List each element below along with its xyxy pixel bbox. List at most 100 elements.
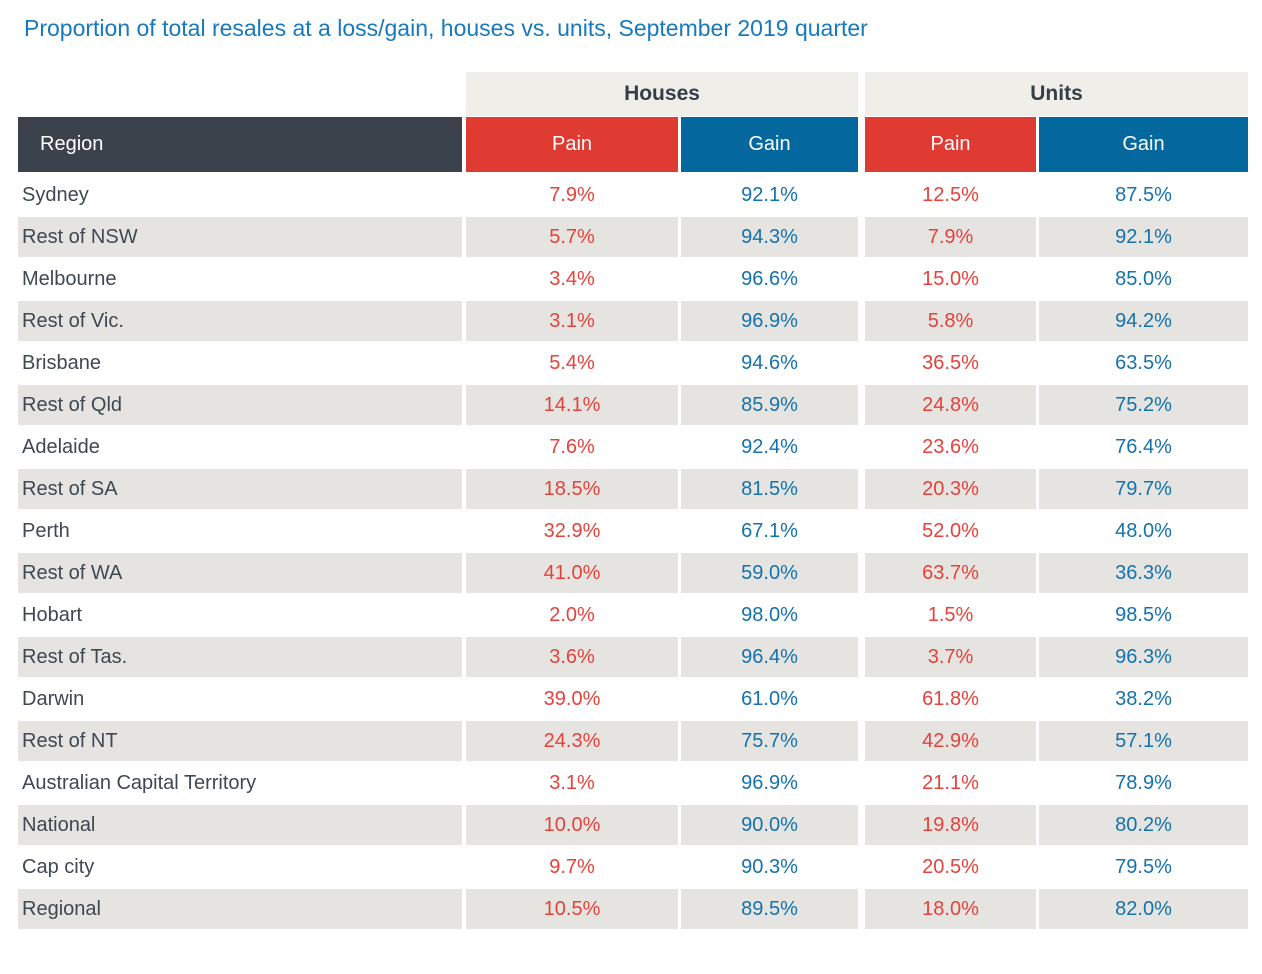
group-header-row: Houses Units bbox=[18, 72, 1248, 116]
houses-pain-cell: 5.4% bbox=[549, 351, 595, 374]
houses-gain-cell: 96.9% bbox=[741, 771, 798, 794]
units-gain-cell: 96.3% bbox=[1039, 637, 1248, 677]
region-cell: Darwin bbox=[22, 687, 85, 710]
table-row: Australian Capital Territory 3.1% 96.9% 21.… bbox=[18, 763, 1248, 803]
houses-gain-cell: 94.6% bbox=[741, 351, 798, 374]
region-cell: Rest of NT bbox=[18, 721, 462, 761]
units-gain-cell: 75.2% bbox=[1039, 385, 1248, 425]
region-cell: Australian Capital Territory bbox=[22, 771, 257, 794]
houses-gain-cell: 90.3% bbox=[741, 855, 798, 878]
units-gain-cell: 57.1% bbox=[1039, 721, 1248, 761]
region-cell: Rest of Qld bbox=[18, 385, 462, 425]
houses-gain-cell: 96.4% bbox=[681, 637, 858, 677]
resales-table: Houses Units Region Pain Gain Pain Gain … bbox=[18, 72, 1262, 929]
table-row: Rest of WA 41.0% 59.0% 63.7% 36.3% bbox=[18, 553, 1248, 593]
units-pain-cell: 24.8% bbox=[865, 385, 1036, 425]
units-pain-cell: 23.6% bbox=[922, 435, 979, 458]
region-cell: Brisbane bbox=[22, 351, 101, 374]
table-row: Cap city 9.7% 90.3% 20.5% 79.5% bbox=[18, 847, 1248, 887]
houses-gain-cell: 92.4% bbox=[741, 435, 798, 458]
houses-pain-cell: 10.0% bbox=[466, 805, 678, 845]
houses-gain-cell: 75.7% bbox=[681, 721, 858, 761]
units-pain-cell: 52.0% bbox=[922, 519, 979, 542]
group-header-units: Units bbox=[865, 72, 1248, 116]
units-pain-cell: 61.8% bbox=[922, 687, 979, 710]
units-gain-cell: 98.5% bbox=[1115, 603, 1172, 626]
page-title: Proportion of total resales at a loss/ga… bbox=[24, 15, 868, 41]
column-header-row: Region Pain Gain Pain Gain bbox=[18, 117, 1248, 172]
units-gain-cell: 36.3% bbox=[1039, 553, 1248, 593]
region-cell: National bbox=[18, 805, 462, 845]
units-pain-cell: 63.7% bbox=[865, 553, 1036, 593]
houses-gain-cell: 59.0% bbox=[681, 553, 858, 593]
units-pain-cell: 12.5% bbox=[922, 183, 979, 206]
table-row: Perth 32.9% 67.1% 52.0% 48.0% bbox=[18, 511, 1248, 551]
houses-gain-cell: 89.5% bbox=[681, 889, 858, 929]
units-gain-cell: 48.0% bbox=[1115, 519, 1172, 542]
region-cell: Hobart bbox=[22, 603, 83, 626]
table-row: Regional 10.5% 89.5% 18.0% 82.0% bbox=[18, 889, 1248, 929]
region-cell: Sydney bbox=[22, 183, 89, 206]
column-header-houses-pain: Pain bbox=[466, 117, 678, 172]
houses-pain-cell: 7.6% bbox=[549, 435, 595, 458]
table-row: Melbourne 3.4% 96.6% 15.0% 85.0% bbox=[18, 259, 1248, 299]
houses-pain-cell: 3.1% bbox=[466, 301, 678, 341]
units-pain-cell: 18.0% bbox=[865, 889, 1036, 929]
houses-pain-cell: 3.4% bbox=[549, 267, 595, 290]
houses-gain-cell: 61.0% bbox=[741, 687, 798, 710]
houses-pain-cell: 5.7% bbox=[466, 217, 678, 257]
houses-pain-cell: 9.7% bbox=[549, 855, 595, 878]
region-cell: Cap city bbox=[22, 855, 95, 878]
table-row: Sydney 7.9% 92.1% 12.5% 87.5% bbox=[18, 175, 1248, 215]
report-page: Proportion of total resales at a loss/ga… bbox=[18, 15, 1262, 929]
units-pain-cell: 19.8% bbox=[865, 805, 1036, 845]
units-pain-cell: 5.8% bbox=[865, 301, 1036, 341]
houses-gain-cell: 92.1% bbox=[741, 183, 798, 206]
region-cell: Regional bbox=[18, 889, 462, 929]
table-row: Rest of NSW 5.7% 94.3% 7.9% 92.1% bbox=[18, 217, 1248, 257]
table-row: Rest of Qld 14.1% 85.9% 24.8% 75.2% bbox=[18, 385, 1248, 425]
units-pain-cell: 36.5% bbox=[922, 351, 979, 374]
houses-pain-cell: 41.0% bbox=[466, 553, 678, 593]
region-cell: Rest of NSW bbox=[18, 217, 462, 257]
units-pain-cell: 15.0% bbox=[922, 267, 979, 290]
table-row: Rest of SA 18.5% 81.5% 20.3% 79.7% bbox=[18, 469, 1248, 509]
column-header-units-gain: Gain bbox=[1039, 117, 1248, 172]
houses-gain-cell: 85.9% bbox=[681, 385, 858, 425]
units-gain-cell: 63.5% bbox=[1115, 351, 1172, 374]
region-cell: Rest of Vic. bbox=[18, 301, 462, 341]
houses-gain-cell: 90.0% bbox=[681, 805, 858, 845]
houses-pain-cell: 18.5% bbox=[466, 469, 678, 509]
table-row: Rest of Tas. 3.6% 96.4% 3.7% 96.3% bbox=[18, 637, 1248, 677]
units-pain-cell: 7.9% bbox=[865, 217, 1036, 257]
units-gain-cell: 38.2% bbox=[1115, 687, 1172, 710]
group-header-houses: Houses bbox=[466, 72, 858, 116]
region-cell: Rest of Tas. bbox=[18, 637, 462, 677]
units-pain-cell: 20.5% bbox=[922, 855, 979, 878]
houses-gain-cell: 81.5% bbox=[681, 469, 858, 509]
region-cell: Adelaide bbox=[22, 435, 100, 458]
column-header-region: Region bbox=[18, 117, 462, 172]
units-gain-cell: 94.2% bbox=[1039, 301, 1248, 341]
region-cell: Rest of WA bbox=[18, 553, 462, 593]
houses-gain-cell: 98.0% bbox=[741, 603, 798, 626]
units-pain-cell: 1.5% bbox=[927, 603, 974, 626]
houses-pain-cell: 7.9% bbox=[549, 183, 595, 206]
houses-pain-cell: 3.6% bbox=[466, 637, 678, 677]
table-row: Brisbane 5.4% 94.6% 36.5% 63.5% bbox=[18, 343, 1248, 383]
units-gain-cell: 85.0% bbox=[1115, 267, 1172, 290]
region-cell: Rest of SA bbox=[18, 469, 462, 509]
houses-pain-cell: 3.1% bbox=[549, 771, 595, 794]
houses-pain-cell: 10.5% bbox=[466, 889, 678, 929]
houses-pain-cell: 2.0% bbox=[549, 603, 595, 626]
table-row: Hobart 2.0% 98.0% 1.5% 98.5% bbox=[18, 595, 1248, 635]
units-pain-cell: 42.9% bbox=[865, 721, 1036, 761]
table-row: Darwin 39.0% 61.0% 61.8% 38.2% bbox=[18, 679, 1248, 719]
houses-pain-cell: 32.9% bbox=[543, 519, 601, 542]
units-gain-cell: 80.2% bbox=[1039, 805, 1248, 845]
houses-pain-cell: 14.1% bbox=[466, 385, 678, 425]
table-row: National 10.0% 90.0% 19.8% 80.2% bbox=[18, 805, 1248, 845]
units-gain-cell: 87.5% bbox=[1115, 183, 1172, 206]
units-pain-cell: 21.1% bbox=[922, 771, 979, 794]
table-row: Rest of Vic. 3.1% 96.9% 5.8% 94.2% bbox=[18, 301, 1248, 341]
